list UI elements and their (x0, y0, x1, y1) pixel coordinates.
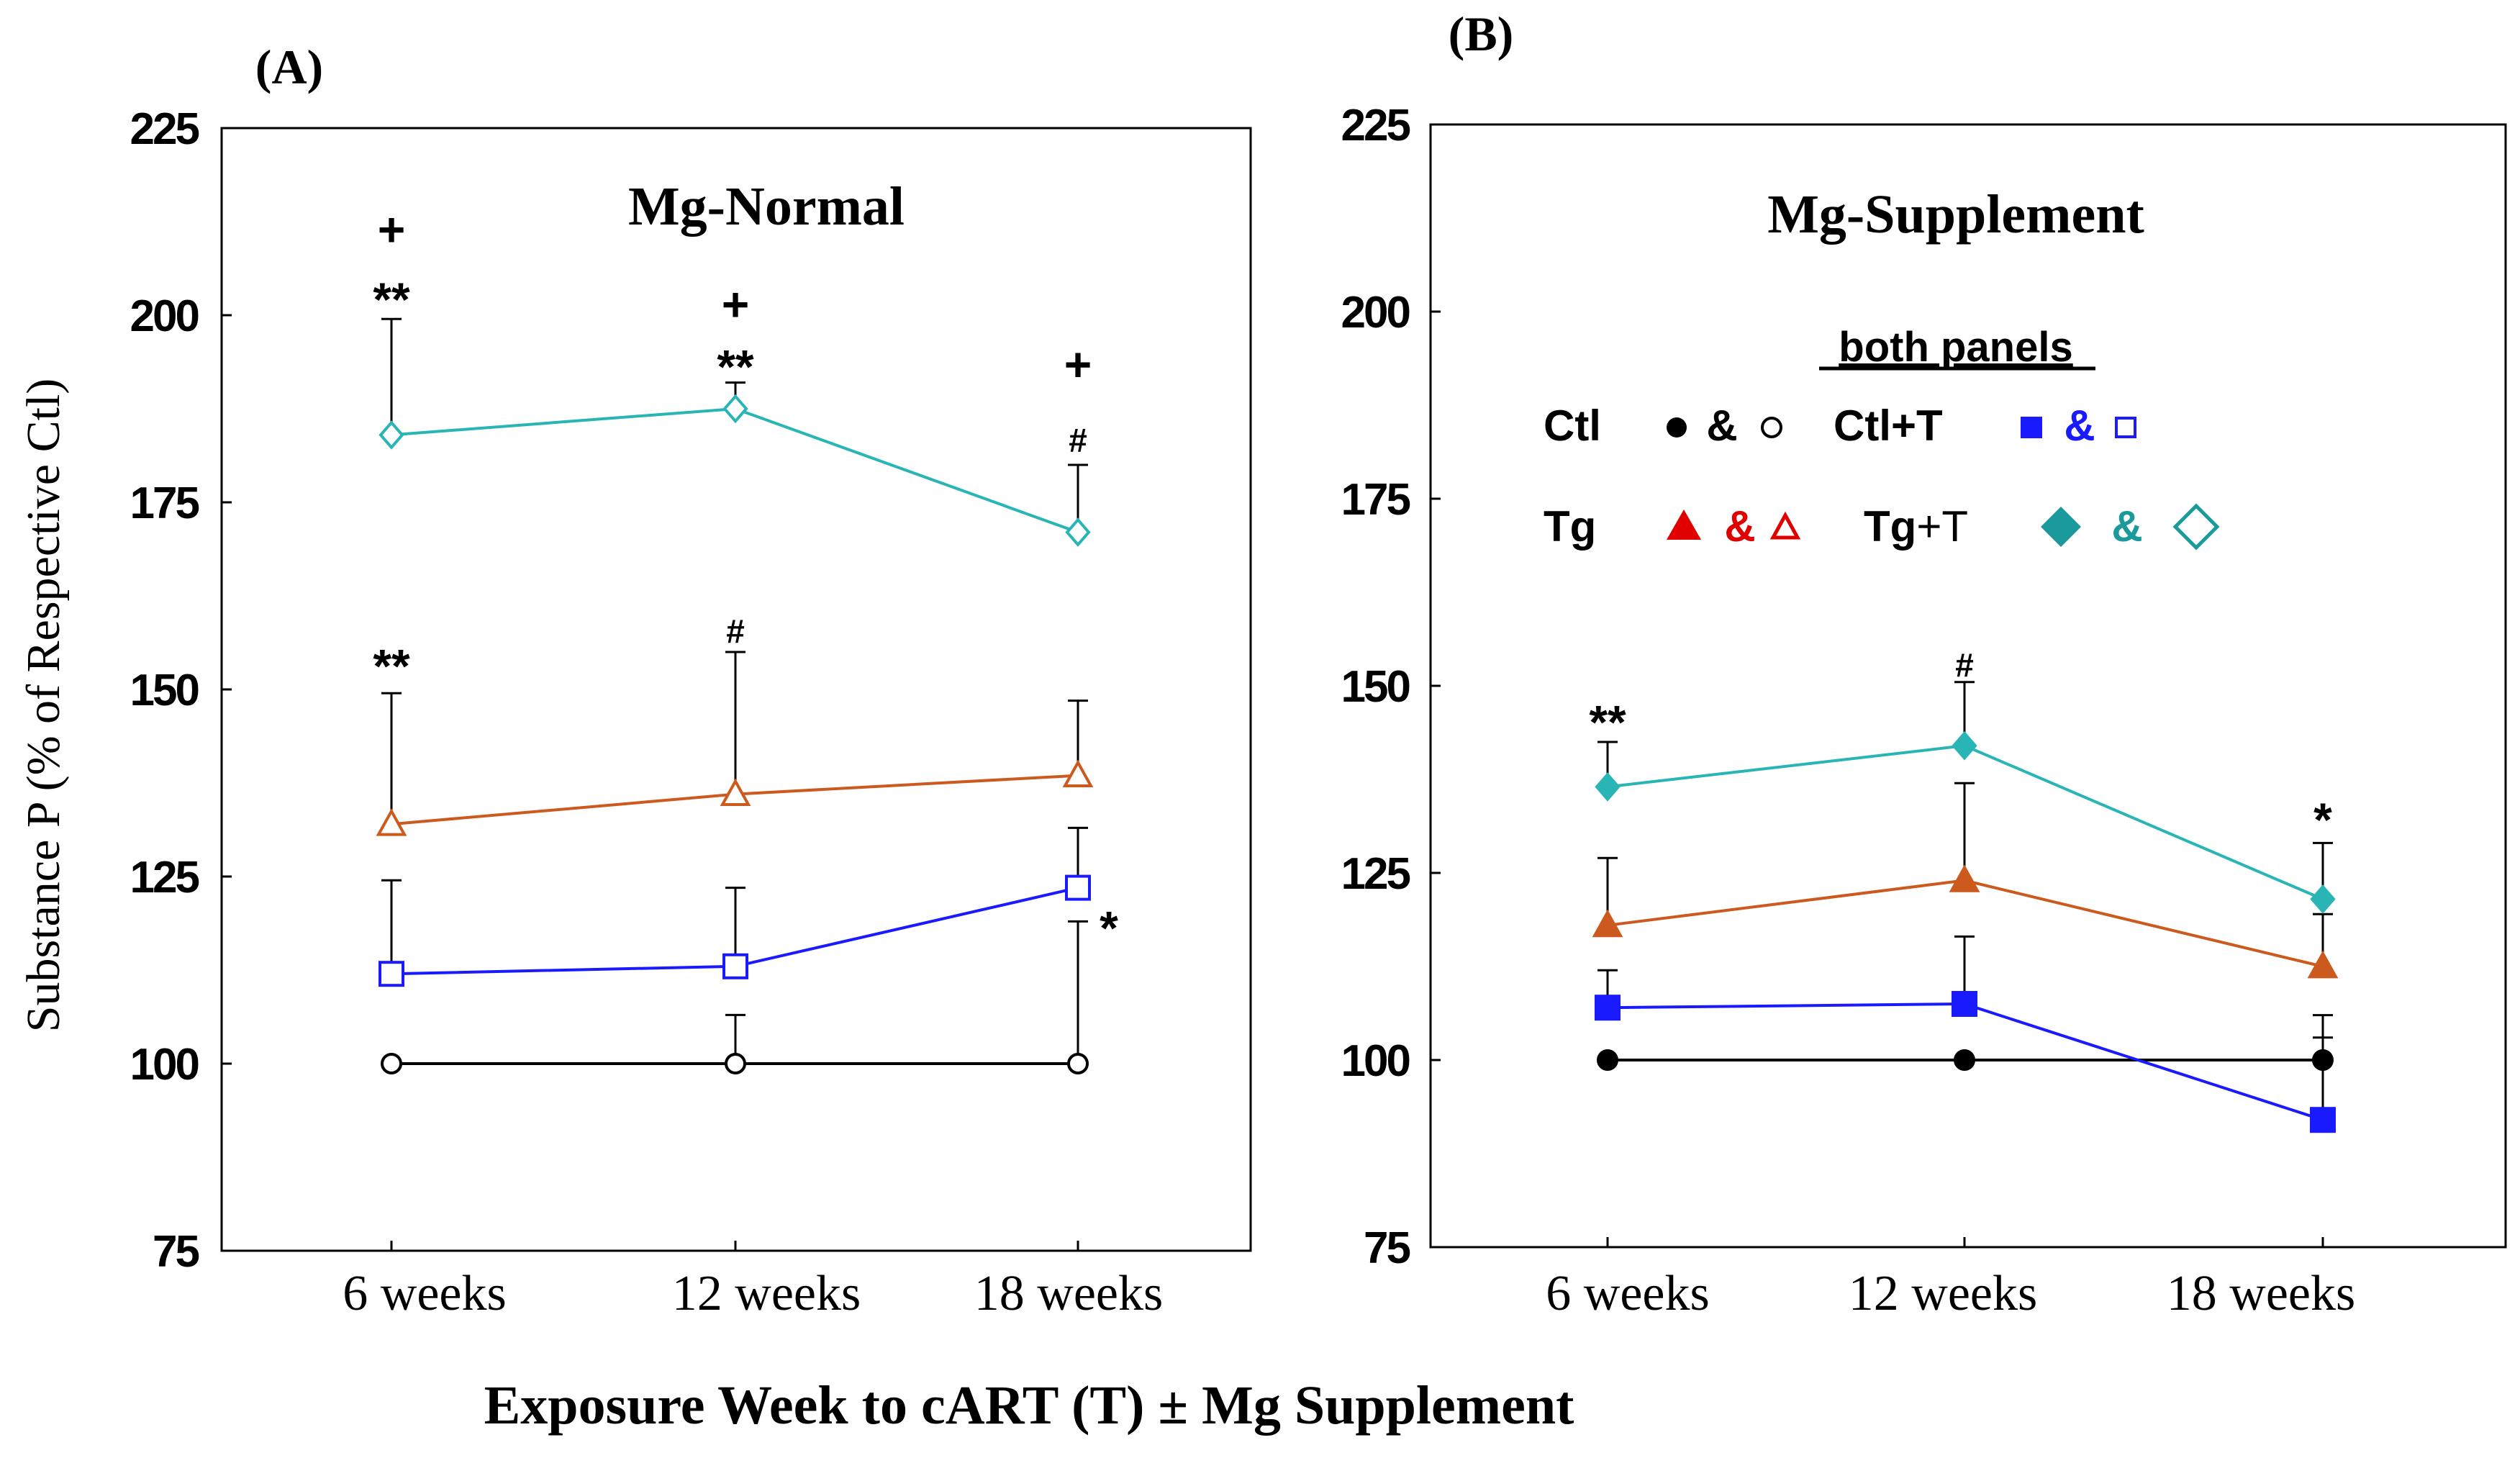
data-point-ctlplus-t (1065, 874, 1091, 901)
data-point-tgplus-t (379, 420, 404, 450)
series-line-tgplus-t (391, 407, 1079, 534)
data-point-tg (376, 808, 407, 836)
y-tick-label: 175 (1341, 475, 1410, 525)
panel-title: Mg-Normal (628, 176, 905, 237)
data-point-tg (2307, 950, 2339, 979)
panel-label: (B) (1449, 6, 1514, 61)
data-point-ctlplus-t (2310, 1107, 2336, 1133)
x-axis-label: Exposure Week to cART (T) ± Mg Supplemen… (484, 1375, 1574, 1436)
legend-ctl-open-marker (1761, 417, 1782, 438)
legend-tg-amp: & (1724, 502, 1755, 551)
y-tick-label: 125 (1341, 849, 1410, 899)
x-tick-label: 18 weeks (2167, 1266, 2355, 1321)
panel-b: 75 100 125 150 175 200 225 6 weeks 12 weeks 18 we… (1341, 6, 2507, 1321)
legend-tg-label: Tg (1544, 502, 1596, 551)
significance-annotation: + (378, 203, 406, 256)
significance-annotation: * (2313, 793, 2332, 846)
significance-annotation: ** (373, 639, 410, 692)
y-tick-label: 150 (130, 666, 199, 715)
legend-ctl-filled-marker (1667, 417, 1687, 438)
x-tick-label: 18 weeks (974, 1266, 1163, 1321)
data-point-ctlplus-t (1952, 991, 1977, 1017)
y-tick-label: 75 (1364, 1223, 1410, 1273)
x-tick-label: 12 weeks (672, 1266, 861, 1321)
y-tick-label: 200 (130, 291, 199, 341)
data-point-ctlplus-t (1595, 995, 1621, 1021)
y-tick-label: 225 (130, 104, 199, 154)
panel-title: Mg-Supplement (1767, 184, 2144, 245)
data-point-tgplus-t (1595, 772, 1621, 802)
panel-a: 75 100 125 150 175 200 225 6 weeks 12 weeks 18 we… (130, 40, 1252, 1321)
legend-title: both panels (1839, 324, 2072, 371)
data-point-tg (1949, 864, 1980, 892)
data-point-ctl (381, 1053, 402, 1074)
significance-annotation: ** (373, 273, 410, 326)
legend-ctlt-filled-marker (2021, 417, 2042, 438)
significance-annotation: # (726, 612, 745, 650)
y-tick-label: 225 (1341, 101, 1410, 150)
data-point-ctl (1597, 1049, 1618, 1071)
legend-tgt-open-marker (2172, 503, 2220, 551)
y-tick-label: 125 (130, 853, 199, 902)
significance-annotation: ** (1589, 696, 1626, 749)
data-point-tgplus-t (1952, 730, 1977, 761)
plot-frame (1429, 123, 2507, 1249)
significance-annotation: + (1064, 338, 1092, 391)
y-tick-label: 175 (130, 479, 199, 528)
x-tick-label: 6 weeks (343, 1266, 506, 1321)
y-tick-label: 75 (153, 1227, 199, 1277)
data-point-tg (720, 778, 751, 806)
data-point-tg (1592, 909, 1623, 938)
legend-ctlt-label: Ctl+T (1834, 402, 1943, 450)
data-point-tgplus-t (1065, 517, 1091, 547)
data-point-ctlplus-t (379, 961, 404, 987)
legend-tgt-label: Tg+T (1864, 502, 1968, 551)
legend-ctlt-amp: & (2064, 402, 2095, 450)
legend-tgt-amp: & (2111, 502, 2142, 551)
legend-tgt-label-suffix: +T (1916, 502, 1968, 551)
y-tick-label: 100 (130, 1040, 199, 1090)
y-axis-label: Substance P (% of Respective Ctl) (17, 379, 70, 1033)
legend-tg-filled-marker (1667, 510, 1701, 540)
legend: both panels Ctl & Ctl+T & Tg & Tg+T & (1544, 324, 2220, 551)
legend-ctl-label: Ctl (1544, 402, 1601, 450)
data-point-tgplus-t (2310, 884, 2336, 914)
y-tick-label: 200 (1341, 288, 1410, 338)
significance-annotation: # (1955, 646, 1974, 684)
data-point-tgplus-t (722, 394, 748, 424)
data-point-tg (1062, 759, 1094, 787)
legend-tgt-label-main: Tg (1864, 502, 1916, 551)
legend-ctl-amp: & (1706, 402, 1737, 450)
significance-annotation: * (1100, 901, 1118, 954)
y-tick-label: 150 (1341, 662, 1410, 712)
data-point-ctl (1067, 1053, 1089, 1074)
x-tick-label: 6 weeks (1546, 1266, 1709, 1321)
x-tick-label: 12 weeks (1849, 1266, 2037, 1321)
significance-annotation: + (722, 278, 750, 331)
legend-tgt-filled-marker (2041, 507, 2081, 547)
significance-annotation: # (1069, 422, 1087, 459)
panel-label: (A) (255, 40, 323, 94)
data-point-ctlplus-t (722, 953, 748, 979)
legend-ctlt-open-marker (2115, 417, 2136, 438)
legend-tg-open-marker (1769, 511, 1801, 540)
significance-annotation: ** (717, 340, 754, 393)
y-tick-label: 100 (1341, 1036, 1410, 1086)
data-point-ctl (1954, 1049, 1975, 1071)
data-point-ctl (725, 1053, 746, 1074)
